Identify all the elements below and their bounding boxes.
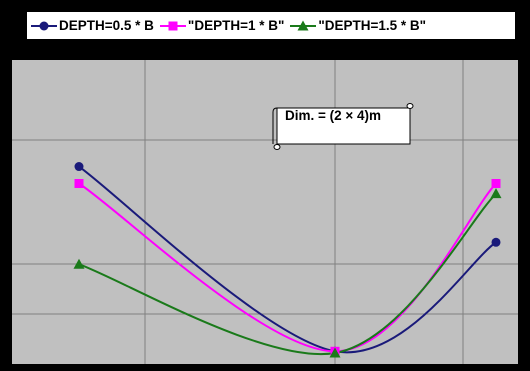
data-point-series-1-1	[74, 162, 84, 172]
annotation-scroll	[272, 103, 414, 150]
chart-legend: DEPTH=0.5 * B "DEPTH=1 * B" "DEPTH=1.5 *…	[26, 11, 516, 40]
data-point-series-1-3	[491, 237, 501, 247]
legend-item-depth-1: "DEPTH=1 * B"	[159, 18, 285, 33]
plot-background	[12, 60, 518, 364]
legend-item-depth-0-5: DEPTH=0.5 * B	[31, 18, 154, 33]
annotation-text: Dim. = (2 × 4)m	[285, 108, 382, 123]
legend-marker-circle-icon	[31, 21, 57, 30]
plot-area	[12, 60, 518, 364]
legend-marker-triangle-icon	[290, 20, 317, 30]
data-point-series-3-2	[329, 347, 341, 358]
data-point-series-2-1	[74, 179, 84, 188]
legend-item-depth-1-5: "DEPTH=1.5 * B"	[290, 18, 426, 33]
data-point-series-2-3	[491, 179, 501, 188]
legend-marker-square-icon	[159, 21, 186, 30]
data-point-series-3-3	[490, 188, 502, 199]
series-markers	[73, 162, 502, 358]
legend-label-depth-0-5: DEPTH=0.5 * B	[59, 18, 154, 33]
data-point-series-3-1	[73, 258, 85, 269]
series-line-1	[78, 165, 497, 354]
legend-label-depth-1: "DEPTH=1 * B"	[187, 18, 285, 33]
legend-label-depth-1-5: "DEPTH=1.5 * B"	[318, 18, 427, 33]
